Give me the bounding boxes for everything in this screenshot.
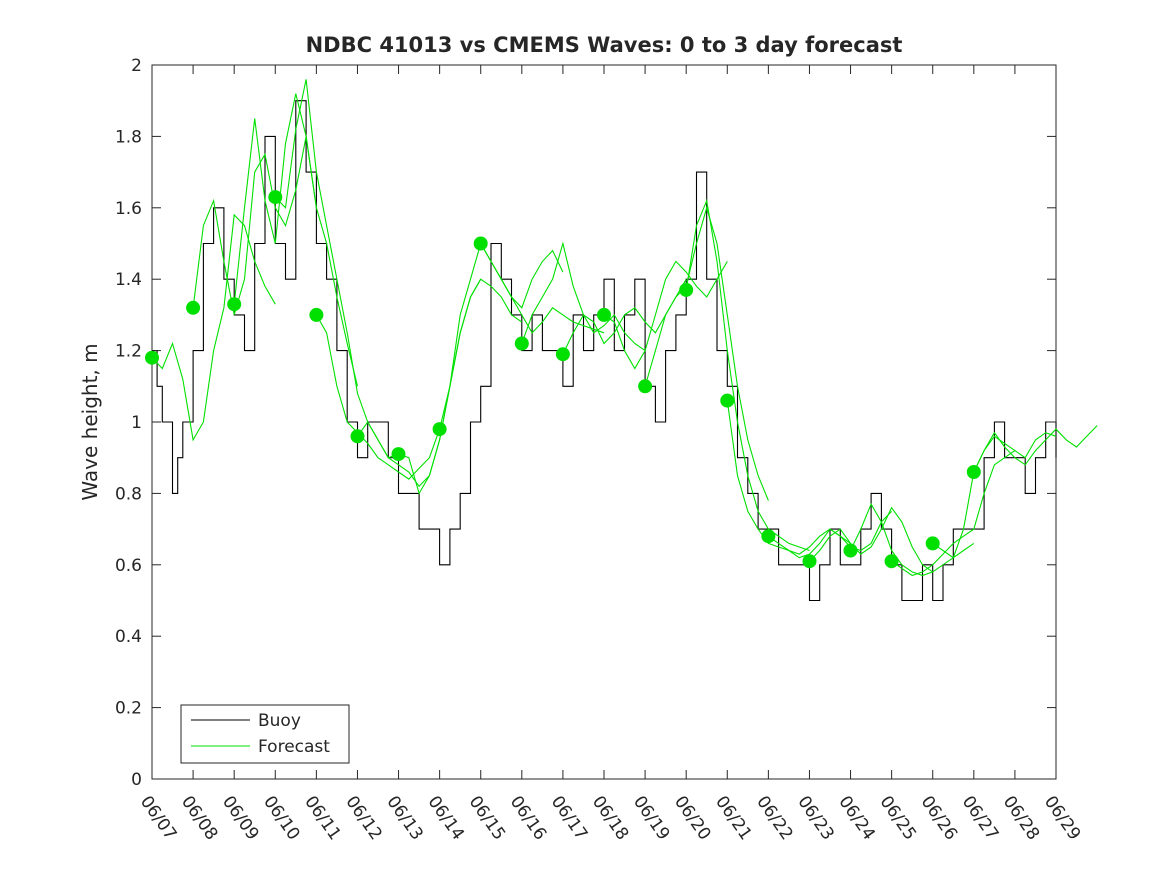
y-tick-label: 1.6 <box>115 199 142 219</box>
forecast-run-line-06-15 <box>480 243 605 334</box>
forecast-marker-06-23 <box>802 554 817 569</box>
forecast-run-line-06-25 <box>891 450 1016 577</box>
forecast-marker-06-11 <box>309 307 324 322</box>
legend: Buoy Forecast <box>180 704 350 764</box>
forecast-marker-06-10 <box>268 190 283 205</box>
forecast-marker-06-17 <box>555 347 570 362</box>
y-tick-label: 0.2 <box>115 699 142 719</box>
forecast-run-line-06-13 <box>398 278 523 495</box>
forecast-marker-06-07 <box>145 350 159 365</box>
forecast-marker-06-14 <box>432 422 447 437</box>
y-tick-label: 0.8 <box>115 484 142 504</box>
forecast-marker-06-26 <box>925 536 940 551</box>
forecast-marker-06-20 <box>679 282 694 297</box>
y-tick-label: 0 <box>131 770 142 790</box>
forecast-marker-06-18 <box>597 307 611 322</box>
y-tick-label: 2 <box>131 56 142 76</box>
y-tick-label: 1.8 <box>115 127 142 147</box>
y-axis-label: Wave height, m <box>78 343 102 500</box>
forecast-run-line-06-18 <box>603 260 728 370</box>
forecast-marker-06-13 <box>391 447 406 462</box>
forecast-run-line-06-20 <box>685 198 810 552</box>
forecast-marker-06-22 <box>761 529 776 544</box>
forecast-run-line-06-26 <box>932 432 1057 559</box>
forecast-marker-06-12 <box>350 429 365 444</box>
forecast-run-line-06-08 <box>192 136 317 316</box>
forecast-run-line-06-22 <box>768 510 892 559</box>
forecast-marker-06-16 <box>514 336 529 351</box>
forecast-marker-06-19 <box>638 379 653 394</box>
forecast-marker-06-25 <box>884 554 899 569</box>
forecast-run-line-06-11 <box>315 314 441 480</box>
forecast-marker-06-08 <box>186 300 201 315</box>
chart-title: NDBC 41013 vs CMEMS Waves: 0 to 3 day fo… <box>306 33 903 57</box>
forecast-run-line-06-19 <box>644 205 769 501</box>
plot-area <box>151 64 1057 780</box>
legend-label-forecast: Forecast <box>258 737 330 757</box>
forecast-run-line-06-23 <box>809 506 934 573</box>
forecast-marker-06-24 <box>843 543 858 558</box>
series-layer <box>145 79 1098 602</box>
y-tick-label: 1.2 <box>115 342 142 362</box>
forecast-marker-06-21 <box>720 393 735 408</box>
y-tick-label: 0.6 <box>115 556 142 576</box>
y-tick-label: 0.4 <box>115 627 142 647</box>
y-tick-label: 1.4 <box>115 270 142 290</box>
forecast-run-line-06-27 <box>973 425 1098 473</box>
forecast-marker-06-15 <box>473 236 488 251</box>
forecast-run-line-06-07 <box>151 213 276 442</box>
forecast-run-line-06-09 <box>233 93 359 387</box>
legend-label-buoy: Buoy <box>258 711 301 731</box>
legend-box <box>180 704 350 764</box>
y-tick-label: 1 <box>131 413 142 433</box>
forecast-marker-06-27 <box>966 465 981 479</box>
forecast-marker-06-09 <box>227 297 242 312</box>
